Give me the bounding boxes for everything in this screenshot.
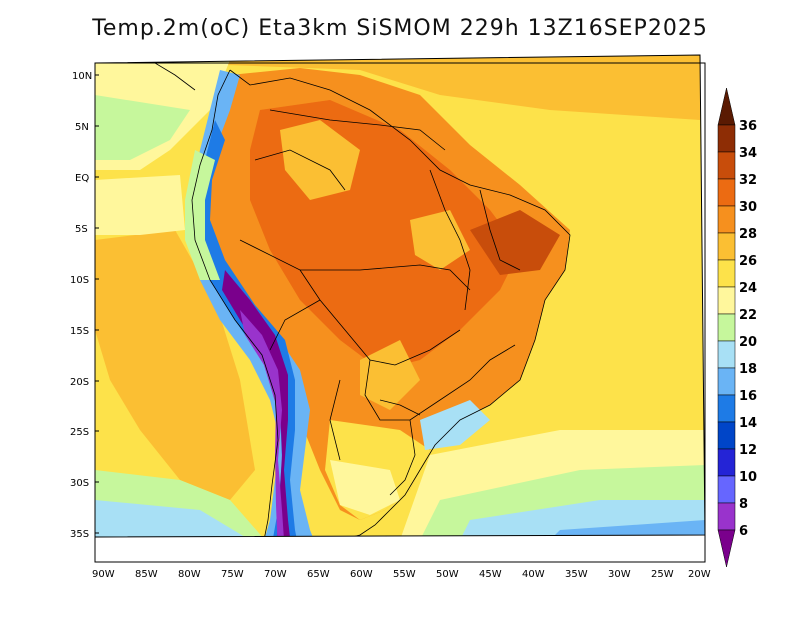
colorbar-label: 28 [739,227,757,242]
colorbar-label: 26 [739,254,757,269]
coastline-borders [149,59,571,537]
colorbar-label: 8 [739,497,748,512]
colorbar-swatch [717,313,736,342]
lon-label: 55W [393,569,416,580]
lon-label: 60W [350,569,373,580]
colorbar-label: 14 [739,416,757,431]
lat-label: EQ [75,173,89,184]
colorbar-swatch [717,475,736,504]
colorbar-label: 22 [739,308,757,323]
lat-label: 30S [70,478,89,489]
colorbar-label: 32 [739,173,757,188]
colorbar-swatch [717,286,736,315]
temperature-field [95,55,705,537]
lon-label: 80W [178,569,201,580]
lon-label: 30W [608,569,631,580]
lat-label: 35S [70,529,89,540]
lon-label: 90W [92,569,115,580]
lat-label: 5S [75,224,88,235]
lat-label: 5N [75,122,89,133]
colorbar-label: 18 [739,362,757,377]
plot-border [94,62,706,563]
latitude-axis: 10N 5N EQ 5S 10S 15S 20S 25S 30S 35S [70,71,99,540]
colorbar-swatch [717,448,736,477]
colorbar-swatch [717,232,736,261]
colorbar-swatch [717,529,736,568]
lon-label: 50W [436,569,459,580]
colorbar-swatch [717,502,736,531]
colorbar-label: 6 [739,524,748,539]
colorbar-label: 12 [739,443,757,458]
lon-label: 25W [651,569,674,580]
lon-label: 85W [135,569,158,580]
colorbar-swatch [717,151,736,180]
colorbar-swatch [717,394,736,423]
colorbar-label: 30 [739,200,757,215]
lat-label: 25S [70,427,89,438]
colorbar-swatch [717,421,736,450]
lat-label: 15S [70,326,89,337]
colorbar-swatch [717,259,736,288]
colorbar-swatch [717,205,736,234]
colorbar-label: 24 [739,281,757,296]
colorbar-swatch [717,124,736,153]
lon-label: 35W [565,569,588,580]
lon-label: 70W [264,569,287,580]
colorbar-label: 34 [739,146,757,161]
colorbar-swatch [717,367,736,396]
colorbar-label: 16 [739,389,757,404]
lon-label: 20W [688,569,711,580]
colorbar-swatch [717,87,736,126]
map-title: Temp.2m(oC) Eta3km SiSMOM 229h 13Z16SEP2… [92,16,708,41]
lon-label: 45W [479,569,502,580]
lon-label: 65W [307,569,330,580]
longitude-axis: 90W 85W 80W 75W 70W 65W 60W 55W 50W 45W … [92,569,711,580]
colorbar-swatch [717,340,736,369]
colorbar-label: 20 [739,335,757,350]
colorbar-label: 10 [739,470,757,485]
lat-label: 20S [70,377,89,388]
colorbar-swatch [717,178,736,207]
lon-label: 75W [221,569,244,580]
colorbar: 6 8 10 12 14 16 18 20 22 24 26 28 30 32 34 36 [717,87,757,568]
lat-label: 10S [70,275,89,286]
lat-label: 10N [72,71,92,82]
colorbar-label: 36 [739,119,757,134]
lon-label: 40W [522,569,545,580]
